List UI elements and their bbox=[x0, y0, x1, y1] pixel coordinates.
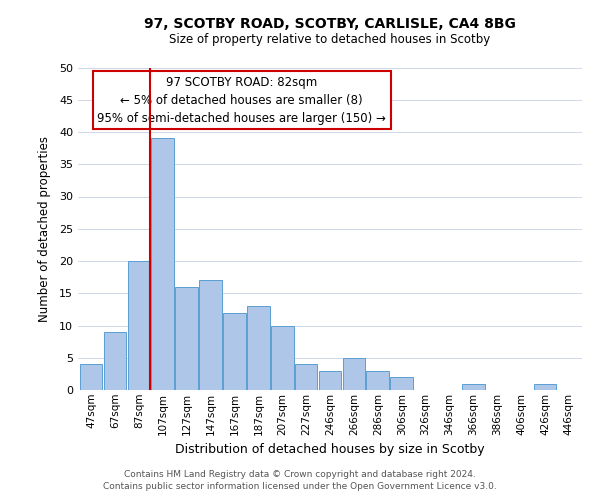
Bar bbox=[319, 370, 341, 390]
Bar bbox=[462, 384, 485, 390]
Bar bbox=[175, 287, 198, 390]
Bar bbox=[391, 377, 413, 390]
Bar bbox=[104, 332, 127, 390]
Bar bbox=[128, 261, 150, 390]
Bar bbox=[223, 312, 246, 390]
Bar bbox=[247, 306, 269, 390]
Text: Size of property relative to detached houses in Scotby: Size of property relative to detached ho… bbox=[169, 32, 491, 46]
Bar bbox=[151, 138, 174, 390]
Bar bbox=[80, 364, 103, 390]
Text: Contains public sector information licensed under the Open Government Licence v3: Contains public sector information licen… bbox=[103, 482, 497, 491]
Bar bbox=[367, 370, 389, 390]
X-axis label: Distribution of detached houses by size in Scotby: Distribution of detached houses by size … bbox=[175, 443, 485, 456]
Text: 97, SCOTBY ROAD, SCOTBY, CARLISLE, CA4 8BG: 97, SCOTBY ROAD, SCOTBY, CARLISLE, CA4 8… bbox=[144, 18, 516, 32]
Text: Contains HM Land Registry data © Crown copyright and database right 2024.: Contains HM Land Registry data © Crown c… bbox=[124, 470, 476, 479]
Bar bbox=[199, 280, 222, 390]
Bar bbox=[295, 364, 317, 390]
Bar bbox=[533, 384, 556, 390]
Bar bbox=[271, 326, 293, 390]
Y-axis label: Number of detached properties: Number of detached properties bbox=[38, 136, 50, 322]
Text: 97 SCOTBY ROAD: 82sqm
← 5% of detached houses are smaller (8)
95% of semi-detach: 97 SCOTBY ROAD: 82sqm ← 5% of detached h… bbox=[97, 76, 386, 124]
Bar bbox=[343, 358, 365, 390]
